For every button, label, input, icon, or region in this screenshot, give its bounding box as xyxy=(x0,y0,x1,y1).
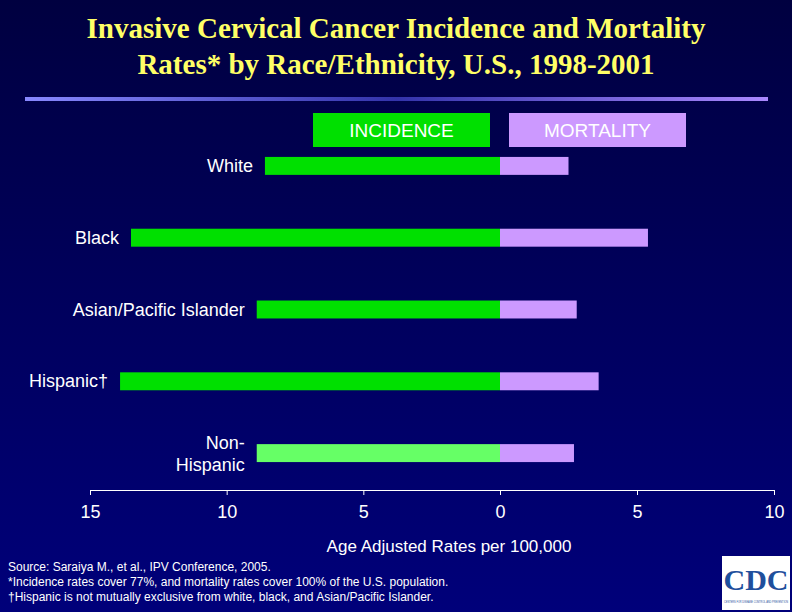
background xyxy=(0,0,792,612)
axis-line xyxy=(91,491,501,496)
category-label: White xyxy=(207,156,253,176)
bar xyxy=(265,157,500,175)
tick: 10 xyxy=(217,490,237,522)
logo-text: CDC xyxy=(724,563,789,596)
tick: 5 xyxy=(359,490,369,522)
tick-label: 10 xyxy=(764,502,784,522)
tick: 15 xyxy=(80,490,100,522)
bar xyxy=(257,301,500,319)
logo-box xyxy=(722,556,790,610)
category-label: Non-Hispanic xyxy=(176,433,245,475)
tick-label: 5 xyxy=(359,502,369,522)
bar xyxy=(257,444,500,462)
category-label-line: Non- xyxy=(206,433,245,453)
x-axis: 0 5 10 xyxy=(495,490,784,522)
note: Source: Saraiya M., et al., IPV Conferen… xyxy=(8,560,271,574)
tick-label: 5 xyxy=(632,502,642,522)
bar xyxy=(500,301,577,319)
bar xyxy=(500,229,648,247)
tick-label: 10 xyxy=(217,502,237,522)
tick-mark xyxy=(637,490,638,495)
bar xyxy=(500,157,569,175)
note: *Incidence rates cover 77%, and mortalit… xyxy=(8,575,448,589)
axis-line xyxy=(501,491,775,496)
note: †Hispanic is not mutually exclusive from… xyxy=(8,590,434,604)
tick-mark xyxy=(774,490,775,495)
tick: 0 xyxy=(495,490,505,522)
bars xyxy=(500,157,648,462)
title-rule xyxy=(25,97,768,101)
tick: 10 xyxy=(764,490,784,522)
title-line: Rates* by Race/Ethnicity, U.S., 1998-200… xyxy=(137,48,654,80)
x-axis-title: Age Adjusted Rates per 100,000 xyxy=(327,537,572,556)
tick-mark xyxy=(90,490,91,495)
tick-mark xyxy=(363,490,364,495)
panel-title: MORTALITY xyxy=(544,120,651,141)
category-label: Black xyxy=(75,228,120,248)
category-label: Hispanic† xyxy=(29,371,108,391)
title-line: Invasive Cervical Cancer Incidence and M… xyxy=(87,12,706,44)
chart: Invasive Cervical Cancer Incidence and M… xyxy=(0,0,792,612)
panel-header-box xyxy=(313,113,490,147)
panel-header-box xyxy=(509,113,686,147)
logo-subtext: CENTERS FOR DISEASE CONTROL AND PREVENTI… xyxy=(724,599,788,604)
panel-title: INCIDENCE xyxy=(349,120,454,141)
title: Invasive Cervical Cancer Incidence and M… xyxy=(87,12,706,80)
category-label-line: Hispanic xyxy=(176,455,245,475)
bar xyxy=(500,372,599,390)
tick-mark xyxy=(227,490,228,495)
bar xyxy=(500,444,574,462)
bar xyxy=(120,372,500,390)
category-label: Asian/Pacific Islander xyxy=(73,300,245,320)
tick-label: 15 xyxy=(80,502,100,522)
x-axis: 5 10 15 xyxy=(80,490,500,522)
tick-mark xyxy=(500,490,501,495)
tick-label: 0 xyxy=(495,502,505,522)
bar xyxy=(131,229,500,247)
tick: 5 xyxy=(632,490,642,522)
